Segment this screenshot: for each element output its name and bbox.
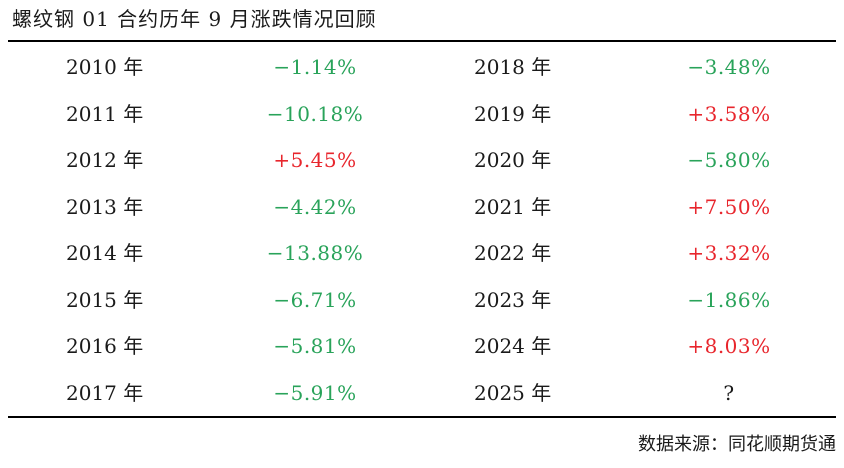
- source-note: 数据来源：同花顺期货通: [638, 434, 836, 455]
- change-cell: +7.50%: [687, 194, 771, 219]
- year-cell: 2024 年: [474, 334, 552, 359]
- year-cell: 2022 年: [474, 241, 552, 266]
- year-cell: 2016 年: [66, 334, 144, 359]
- year-cell: 2014 年: [66, 241, 144, 266]
- change-cell: −1.86%: [687, 287, 771, 312]
- change-cell: +3.32%: [687, 241, 771, 266]
- table-row: 2016 年 −5.81% 2024 年 +8.03%: [8, 323, 836, 370]
- change-cell: −13.88%: [266, 241, 364, 266]
- change-cell: −4.42%: [273, 194, 357, 219]
- change-cell: −10.18%: [266, 101, 364, 126]
- table-row: 2015 年 −6.71% 2023 年 −1.86%: [8, 277, 836, 324]
- year-cell: 2023 年: [474, 287, 552, 312]
- change-cell: −1.14%: [273, 55, 357, 80]
- table-row: 2014 年 −13.88% 2022 年 +3.32%: [8, 230, 836, 277]
- year-cell: 2017 年: [66, 380, 144, 405]
- year-cell: 2018 年: [474, 55, 552, 80]
- year-cell: 2020 年: [474, 148, 552, 173]
- year-cell: 2012 年: [66, 148, 144, 173]
- change-cell: +5.45%: [273, 148, 357, 173]
- bottom-rule: [8, 416, 836, 418]
- top-rule: [8, 40, 836, 42]
- year-cell: 2019 年: [474, 101, 552, 126]
- year-cell: 2011 年: [66, 101, 144, 126]
- change-cell: ?: [723, 380, 735, 405]
- table-title: 螺纹钢 01 合约历年 9 月涨跌情况回顾: [12, 7, 377, 31]
- change-cell: −5.80%: [687, 148, 771, 173]
- year-cell: 2015 年: [66, 287, 144, 312]
- table-row: 2012 年 +5.45% 2020 年 −5.80%: [8, 137, 836, 184]
- year-cell: 2010 年: [66, 55, 144, 80]
- change-cell: +8.03%: [687, 334, 771, 359]
- september-change-table: 2010 年 −1.14% 2018 年 −3.48% 2011 年 −10.1…: [8, 44, 836, 416]
- year-cell: 2025 年: [474, 380, 552, 405]
- year-cell: 2021 年: [474, 194, 552, 219]
- change-cell: −5.91%: [273, 380, 357, 405]
- table-row: 2017 年 −5.91% 2025 年 ?: [8, 370, 836, 417]
- change-cell: −6.71%: [273, 287, 357, 312]
- change-cell: −3.48%: [687, 55, 771, 80]
- table-row: 2013 年 −4.42% 2021 年 +7.50%: [8, 184, 836, 231]
- change-cell: −5.81%: [273, 334, 357, 359]
- change-cell: +3.58%: [687, 101, 771, 126]
- table-row: 2011 年 −10.18% 2019 年 +3.58%: [8, 91, 836, 138]
- year-cell: 2013 年: [66, 194, 144, 219]
- table-row: 2010 年 −1.14% 2018 年 −3.48%: [8, 44, 836, 91]
